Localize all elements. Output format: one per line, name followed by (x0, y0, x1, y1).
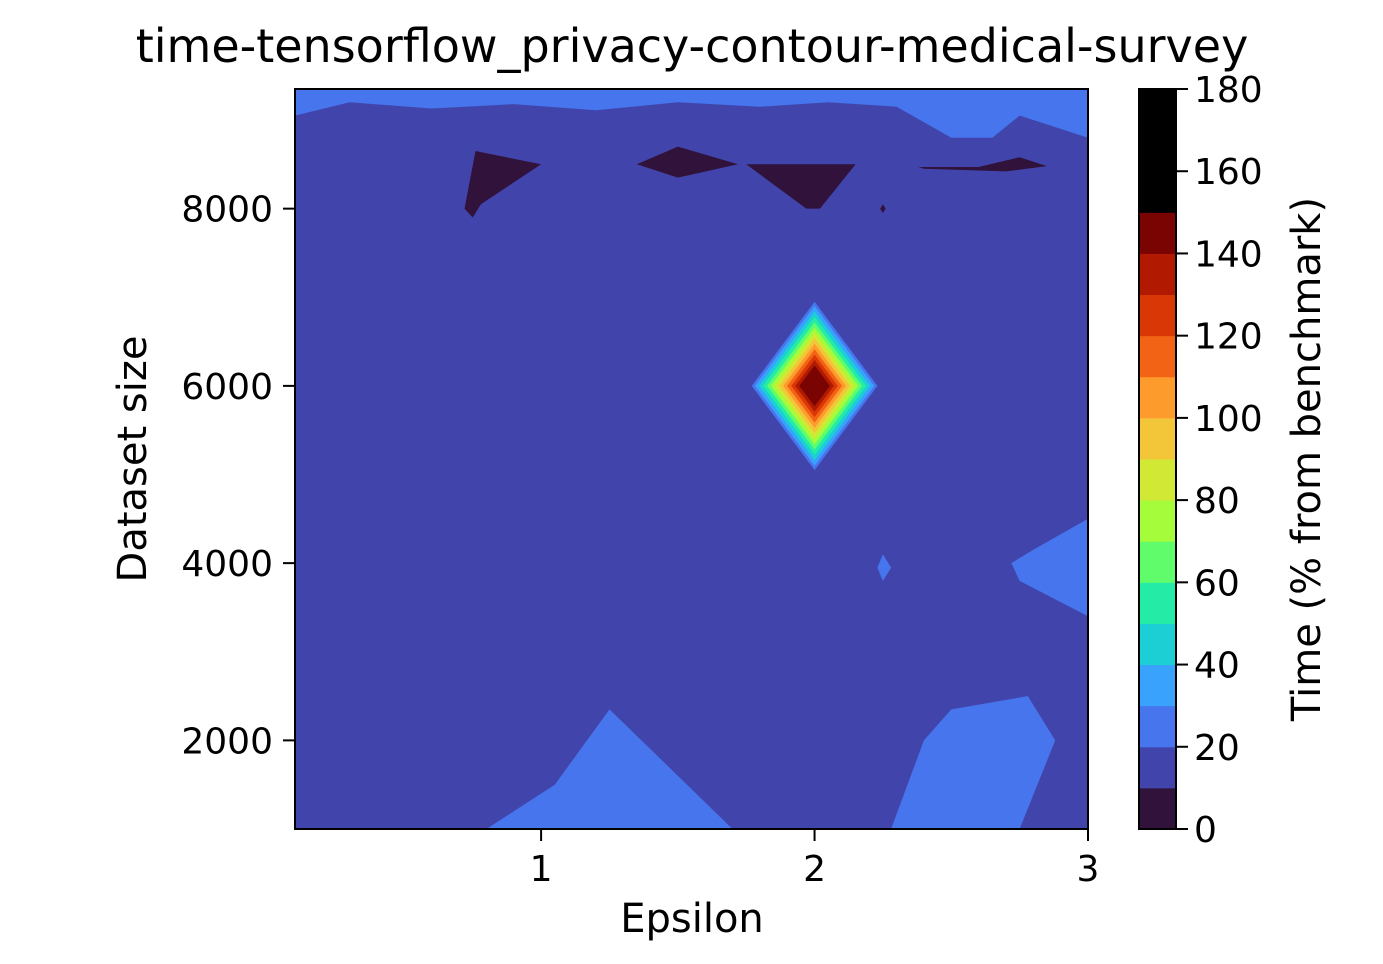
contour-region-4 (1011, 518, 1088, 617)
colorbar-band-90 (1139, 417, 1176, 460)
colorbar-band-160 (1139, 130, 1176, 172)
x-tick-label: 2 (803, 849, 826, 890)
y-tick-label: 4000 (181, 544, 273, 585)
colorbar-tick-label: 20 (1194, 728, 1240, 769)
contour-region-1 (295, 89, 1088, 138)
contour-region-8 (746, 164, 856, 209)
x-axis-ticks: 1 2 3 (530, 829, 1100, 890)
contour-region-6 (464, 151, 542, 218)
colorbar-band-130 (1139, 253, 1176, 296)
plot-area (295, 89, 1088, 829)
colorbar-band-30 (1139, 664, 1176, 707)
contour-regions (295, 89, 1088, 829)
colorbar-tick-label: 0 (1194, 810, 1217, 851)
contour-region-7 (636, 146, 738, 178)
x-tick-label: 3 (1077, 849, 1100, 890)
colorbar-band-150 (1139, 171, 1176, 213)
colorbar-band-0 (1139, 787, 1176, 830)
colorbar-band-80 (1139, 459, 1176, 501)
x-axis-label: Epsilon (620, 896, 764, 942)
colorbar-tick-label: 80 (1194, 481, 1240, 522)
colorbar-band-60 (1139, 541, 1176, 583)
colorbar-frame (1138, 88, 1177, 830)
y-tick-label: 6000 (181, 367, 273, 408)
y-tick-label: 8000 (181, 190, 273, 231)
y-axis-ticks: 2000 4000 6000 8000 (181, 190, 295, 762)
contour-region-9 (918, 157, 1047, 172)
colorbar-band-10 (1139, 746, 1176, 789)
colorbar-band-50 (1139, 582, 1176, 624)
colorbar-tick-label: 180 (1194, 70, 1263, 111)
contour-region-3 (891, 696, 1056, 829)
contour-region-2 (486, 709, 733, 829)
colorbar-band-20 (1139, 705, 1176, 748)
colorbar-tick-label: 160 (1194, 152, 1263, 193)
colorbar-band-110 (1139, 335, 1176, 378)
colorbar-band-120 (1139, 294, 1176, 337)
colorbar-band-100 (1139, 376, 1176, 419)
colorbar-tick-label: 60 (1194, 563, 1240, 604)
colorbar-band-40 (1139, 623, 1176, 666)
colorbar-ticks: 0 20 40 60 80 100 120 140 160 180 (1176, 70, 1263, 851)
contour-peak (751, 301, 878, 471)
plot-frame (294, 88, 1089, 830)
colorbar-tick-label: 100 (1194, 399, 1263, 440)
contour-region-5 (877, 554, 892, 581)
contour-region-0 (295, 89, 1088, 829)
colorbar-band-70 (1139, 500, 1176, 542)
colorbar (1139, 89, 1176, 830)
y-axis-label: Dataset size (110, 336, 156, 583)
colorbar-tick-label: 40 (1194, 646, 1240, 687)
peak-level-140 (799, 365, 830, 407)
colorbar-tick-label: 140 (1194, 234, 1263, 275)
colorbar-tick-label: 120 (1194, 317, 1263, 358)
colorbar-band-140 (1139, 212, 1176, 254)
x-tick-label: 1 (530, 849, 553, 890)
contour-region-10 (880, 204, 886, 214)
chart-title: time-tensorflow_privacy-contour-medical-… (136, 19, 1249, 73)
colorbar-label: Time (% from benchmark) (1284, 197, 1330, 722)
y-tick-label: 2000 (181, 721, 273, 762)
colorbar-band-170 (1139, 89, 1176, 131)
